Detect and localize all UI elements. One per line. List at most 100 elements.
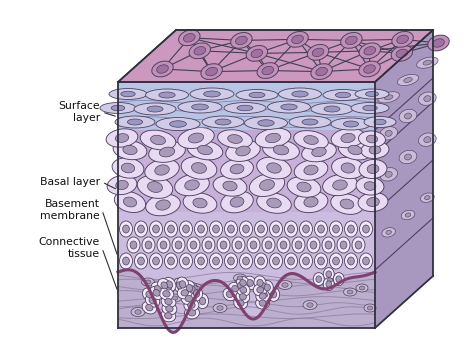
Ellipse shape	[304, 165, 318, 175]
Ellipse shape	[123, 257, 129, 265]
Ellipse shape	[337, 237, 350, 253]
Ellipse shape	[191, 286, 202, 301]
Ellipse shape	[217, 306, 223, 310]
Ellipse shape	[224, 103, 266, 113]
Ellipse shape	[151, 282, 164, 296]
Ellipse shape	[359, 160, 387, 178]
Ellipse shape	[240, 280, 246, 286]
Ellipse shape	[240, 287, 247, 293]
Ellipse shape	[221, 191, 253, 213]
Ellipse shape	[396, 49, 408, 58]
Ellipse shape	[109, 89, 147, 99]
Ellipse shape	[355, 89, 389, 99]
Ellipse shape	[145, 280, 151, 284]
Ellipse shape	[234, 274, 246, 282]
Ellipse shape	[228, 135, 242, 144]
Ellipse shape	[295, 241, 302, 249]
Ellipse shape	[145, 241, 152, 249]
Ellipse shape	[294, 131, 328, 149]
Ellipse shape	[213, 225, 219, 233]
Ellipse shape	[162, 279, 175, 294]
Ellipse shape	[149, 286, 164, 300]
Ellipse shape	[159, 288, 174, 300]
Ellipse shape	[294, 191, 328, 213]
Ellipse shape	[193, 290, 200, 297]
Ellipse shape	[166, 306, 173, 312]
Ellipse shape	[325, 241, 332, 249]
Ellipse shape	[259, 300, 266, 306]
Ellipse shape	[237, 300, 244, 306]
Ellipse shape	[259, 282, 266, 289]
Ellipse shape	[153, 289, 160, 296]
Ellipse shape	[249, 174, 285, 197]
Ellipse shape	[198, 225, 204, 233]
Ellipse shape	[265, 241, 272, 249]
Ellipse shape	[162, 303, 177, 315]
Ellipse shape	[161, 295, 176, 308]
Ellipse shape	[273, 257, 279, 265]
Ellipse shape	[345, 221, 357, 237]
Ellipse shape	[363, 257, 369, 265]
Ellipse shape	[249, 92, 265, 98]
Ellipse shape	[100, 103, 136, 113]
Ellipse shape	[202, 237, 215, 253]
Ellipse shape	[347, 290, 353, 294]
Ellipse shape	[267, 101, 310, 113]
Ellipse shape	[419, 92, 436, 105]
Ellipse shape	[255, 297, 270, 309]
Ellipse shape	[157, 237, 170, 253]
Ellipse shape	[192, 286, 198, 290]
Ellipse shape	[123, 197, 137, 207]
Ellipse shape	[237, 282, 244, 289]
Ellipse shape	[331, 118, 371, 130]
Ellipse shape	[232, 237, 245, 253]
Ellipse shape	[279, 88, 321, 100]
Ellipse shape	[262, 66, 273, 75]
Ellipse shape	[247, 280, 254, 286]
Ellipse shape	[177, 287, 192, 299]
Ellipse shape	[331, 128, 365, 148]
Ellipse shape	[397, 75, 419, 86]
Ellipse shape	[180, 253, 192, 269]
Ellipse shape	[220, 241, 227, 249]
Ellipse shape	[315, 221, 328, 237]
Ellipse shape	[301, 142, 337, 162]
Ellipse shape	[270, 221, 283, 237]
Ellipse shape	[137, 257, 145, 265]
Polygon shape	[118, 154, 375, 212]
Ellipse shape	[302, 225, 310, 233]
Ellipse shape	[223, 288, 237, 301]
Ellipse shape	[294, 160, 328, 180]
Ellipse shape	[134, 103, 176, 115]
Ellipse shape	[356, 284, 368, 292]
Ellipse shape	[190, 241, 197, 249]
Ellipse shape	[153, 225, 159, 233]
Ellipse shape	[149, 221, 163, 237]
Ellipse shape	[237, 105, 253, 111]
Ellipse shape	[234, 279, 247, 292]
Ellipse shape	[198, 145, 212, 155]
Ellipse shape	[359, 253, 373, 269]
Ellipse shape	[374, 119, 386, 125]
Ellipse shape	[367, 164, 379, 174]
Ellipse shape	[232, 285, 238, 292]
Ellipse shape	[292, 237, 305, 253]
Ellipse shape	[324, 106, 340, 112]
Ellipse shape	[380, 168, 398, 181]
Ellipse shape	[273, 225, 279, 233]
Ellipse shape	[185, 180, 199, 190]
Ellipse shape	[135, 310, 141, 314]
Ellipse shape	[270, 253, 283, 269]
Ellipse shape	[210, 253, 222, 269]
Ellipse shape	[292, 35, 303, 44]
Ellipse shape	[226, 291, 233, 298]
Ellipse shape	[114, 191, 146, 212]
Ellipse shape	[215, 119, 231, 125]
Ellipse shape	[300, 221, 312, 237]
Ellipse shape	[326, 271, 332, 277]
Ellipse shape	[258, 257, 264, 265]
Ellipse shape	[188, 302, 195, 308]
Ellipse shape	[213, 303, 227, 313]
Ellipse shape	[230, 197, 244, 207]
Ellipse shape	[363, 105, 377, 111]
